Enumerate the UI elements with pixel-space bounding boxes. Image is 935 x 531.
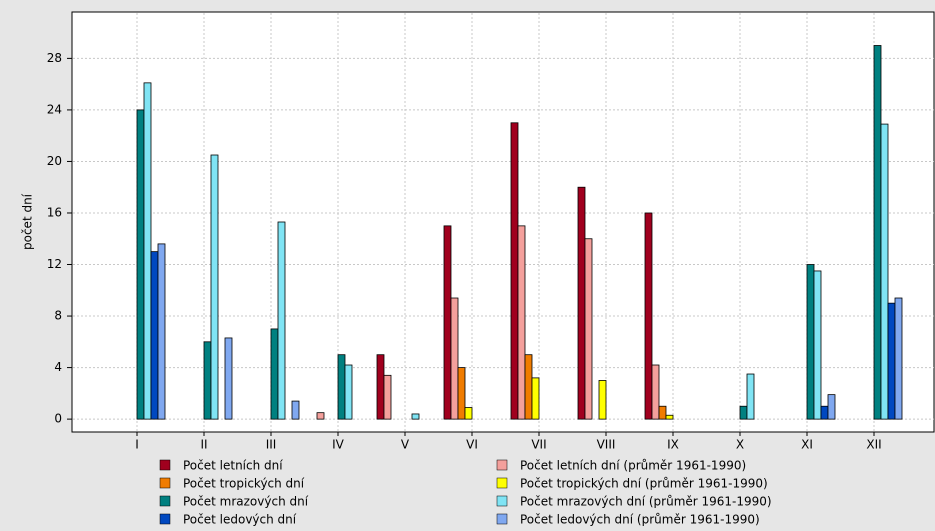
bar xyxy=(136,109,145,420)
legend-swatch xyxy=(159,495,171,507)
x-tick-label: VI xyxy=(466,438,478,452)
bar xyxy=(457,367,466,420)
bar xyxy=(210,154,219,420)
x-tick-label: XII xyxy=(866,438,881,452)
bar xyxy=(598,380,607,420)
legend-swatch xyxy=(159,513,171,525)
legend-label: Počet letních dní xyxy=(183,459,283,473)
bar xyxy=(464,407,473,420)
legend-label: Počet tropických dní xyxy=(183,477,305,491)
legend-label: Počet ledových dní xyxy=(183,513,297,527)
bar xyxy=(316,412,325,420)
bar xyxy=(411,413,420,420)
bar xyxy=(157,243,166,420)
legend-label: Počet letních dní (průměr 1961-1990) xyxy=(520,459,746,473)
bar xyxy=(224,337,233,420)
bar xyxy=(531,377,540,420)
bar xyxy=(665,414,674,420)
bar xyxy=(806,264,815,420)
legend-label: Počet ledových dní (průměr 1961-1990) xyxy=(520,513,760,527)
legend-swatch xyxy=(496,513,508,525)
bar xyxy=(746,373,755,420)
bar xyxy=(383,374,392,420)
bar xyxy=(270,328,279,420)
bar xyxy=(651,364,660,420)
bar xyxy=(376,354,385,420)
bar xyxy=(143,82,152,420)
bar xyxy=(577,186,586,420)
legend-swatch xyxy=(159,459,171,471)
bar xyxy=(820,405,829,420)
bar xyxy=(644,212,653,420)
y-tick-label: 12 xyxy=(47,257,62,271)
bar xyxy=(827,394,836,420)
bar xyxy=(894,297,903,420)
x-tick-label: X xyxy=(736,438,744,452)
x-tick-label: III xyxy=(266,438,277,452)
legend-swatch xyxy=(496,459,508,471)
bar xyxy=(739,405,748,420)
bar xyxy=(150,251,159,420)
y-axis-label: počet dní xyxy=(21,193,35,250)
y-tick-label: 0 xyxy=(54,412,62,426)
y-tick-label: 20 xyxy=(47,154,62,168)
y-tick-label: 4 xyxy=(54,360,62,374)
x-tick-label: IV xyxy=(332,438,345,452)
legend-swatch xyxy=(496,477,508,489)
bar xyxy=(443,225,452,420)
bar xyxy=(887,302,896,420)
legend-swatch xyxy=(159,477,171,489)
x-tick-label: VII xyxy=(531,438,546,452)
y-tick-label: 16 xyxy=(47,205,62,219)
x-tick-label: V xyxy=(401,438,410,452)
bar xyxy=(658,405,667,420)
x-tick-label: I xyxy=(135,438,139,452)
bar xyxy=(510,122,519,420)
x-tick-label: IX xyxy=(667,438,679,452)
plot-area xyxy=(71,11,935,433)
y-tick-label: 8 xyxy=(54,309,62,323)
legend-label: Počet mrazových dní (průměr 1961-1990) xyxy=(520,495,772,509)
bar xyxy=(524,354,533,420)
bar xyxy=(517,225,526,420)
x-tick-label: VIII xyxy=(597,438,616,452)
bar xyxy=(873,45,882,420)
y-tick-label: 24 xyxy=(47,102,62,116)
bar xyxy=(344,364,353,420)
bar xyxy=(880,123,889,420)
bar xyxy=(450,297,459,420)
bar xyxy=(277,221,286,420)
x-tick-label: XI xyxy=(801,438,813,452)
legend-label: Počet mrazových dní xyxy=(183,495,309,509)
bar xyxy=(291,400,300,420)
bar xyxy=(203,341,212,420)
bar xyxy=(337,354,346,420)
legend-label: Počet tropických dní (průměr 1961-1990) xyxy=(520,477,768,491)
x-tick-label: II xyxy=(200,438,207,452)
y-tick-label: 28 xyxy=(47,51,62,65)
legend-swatch xyxy=(496,495,508,507)
bar xyxy=(813,270,822,420)
bar xyxy=(584,238,593,420)
